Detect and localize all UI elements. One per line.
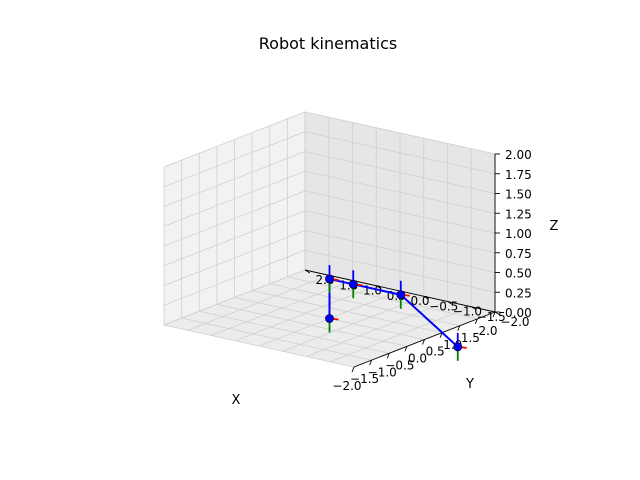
grid-line [304, 249, 496, 293]
grid-line [163, 249, 306, 306]
y-tick-label: −2.0 [500, 315, 529, 329]
x-tick-label: −1.0 [368, 365, 397, 379]
grid-line [330, 306, 472, 363]
y-tick-mark [447, 301, 453, 305]
joint-point [325, 274, 334, 284]
x-tick-label: −0.5 [385, 358, 414, 372]
x-tick-mark [492, 311, 496, 318]
joint-point [325, 314, 334, 323]
y-axis-label: Y [465, 377, 474, 392]
y-tick-label: −1.0 [453, 305, 482, 319]
grid-line [304, 170, 496, 214]
x-tick-label: −2.0 [332, 379, 361, 393]
grid-line [304, 131, 496, 175]
z-tick-label: 1.25 [505, 207, 532, 221]
x-tick-mark [457, 325, 461, 331]
joint-point [396, 290, 406, 300]
z-tick-label: 1.75 [505, 168, 532, 182]
grid-line [163, 190, 306, 247]
grid-line [163, 269, 306, 326]
z-tick-label: 0.00 [505, 306, 532, 320]
grid-line [187, 274, 329, 331]
x-axis-label: X [232, 393, 241, 408]
grid-line [163, 111, 306, 168]
z-axis-label: Z [550, 219, 559, 234]
z-tick-label: 1.50 [505, 188, 532, 202]
x-tick-mark [386, 353, 390, 359]
grid-line [304, 190, 496, 234]
x-tick-label: 2.0 [478, 324, 497, 338]
y-tick-mark [304, 269, 311, 274]
x-tick-mark [422, 339, 425, 345]
y-tick-label: −0.5 [429, 299, 458, 313]
z-tick-label: 1.00 [505, 227, 532, 241]
x-tick-mark [404, 346, 408, 352]
grid-line [163, 131, 306, 188]
robot-series [325, 265, 467, 361]
x-tick-mark [369, 359, 373, 366]
grid-line [304, 151, 496, 194]
x-tick-label: 0.0 [408, 352, 427, 366]
y-tick-mark [376, 285, 382, 290]
grid-line [304, 111, 496, 155]
chart-title: Robot kinematics [259, 34, 397, 53]
z-tick-label: 2.00 [505, 148, 532, 162]
z-tick-label: 0.25 [505, 286, 532, 300]
x-tick-label: 0.5 [426, 345, 445, 359]
x-tick-mark [474, 318, 478, 325]
y-tick-label: −1.5 [477, 310, 506, 324]
y-tick-label: 0.0 [410, 294, 429, 308]
grid-line [306, 301, 448, 357]
joint-point [348, 279, 358, 289]
x-tick-mark [351, 366, 355, 373]
z-tick-label: 0.50 [505, 267, 532, 281]
y-tick-mark [494, 311, 501, 316]
z-tick-label: 0.75 [505, 247, 532, 261]
x-tick-label: −1.5 [350, 372, 379, 386]
x-tick-label: 1.5 [461, 331, 480, 345]
y-tick-mark [471, 306, 477, 311]
grid-line [163, 210, 306, 267]
grid-line [163, 151, 306, 207]
y-tick-mark [423, 295, 429, 300]
grid-line [304, 210, 496, 254]
grid-line [163, 170, 306, 227]
grid-line [163, 230, 306, 286]
grid-line [304, 230, 496, 273]
joint-point [453, 342, 463, 352]
